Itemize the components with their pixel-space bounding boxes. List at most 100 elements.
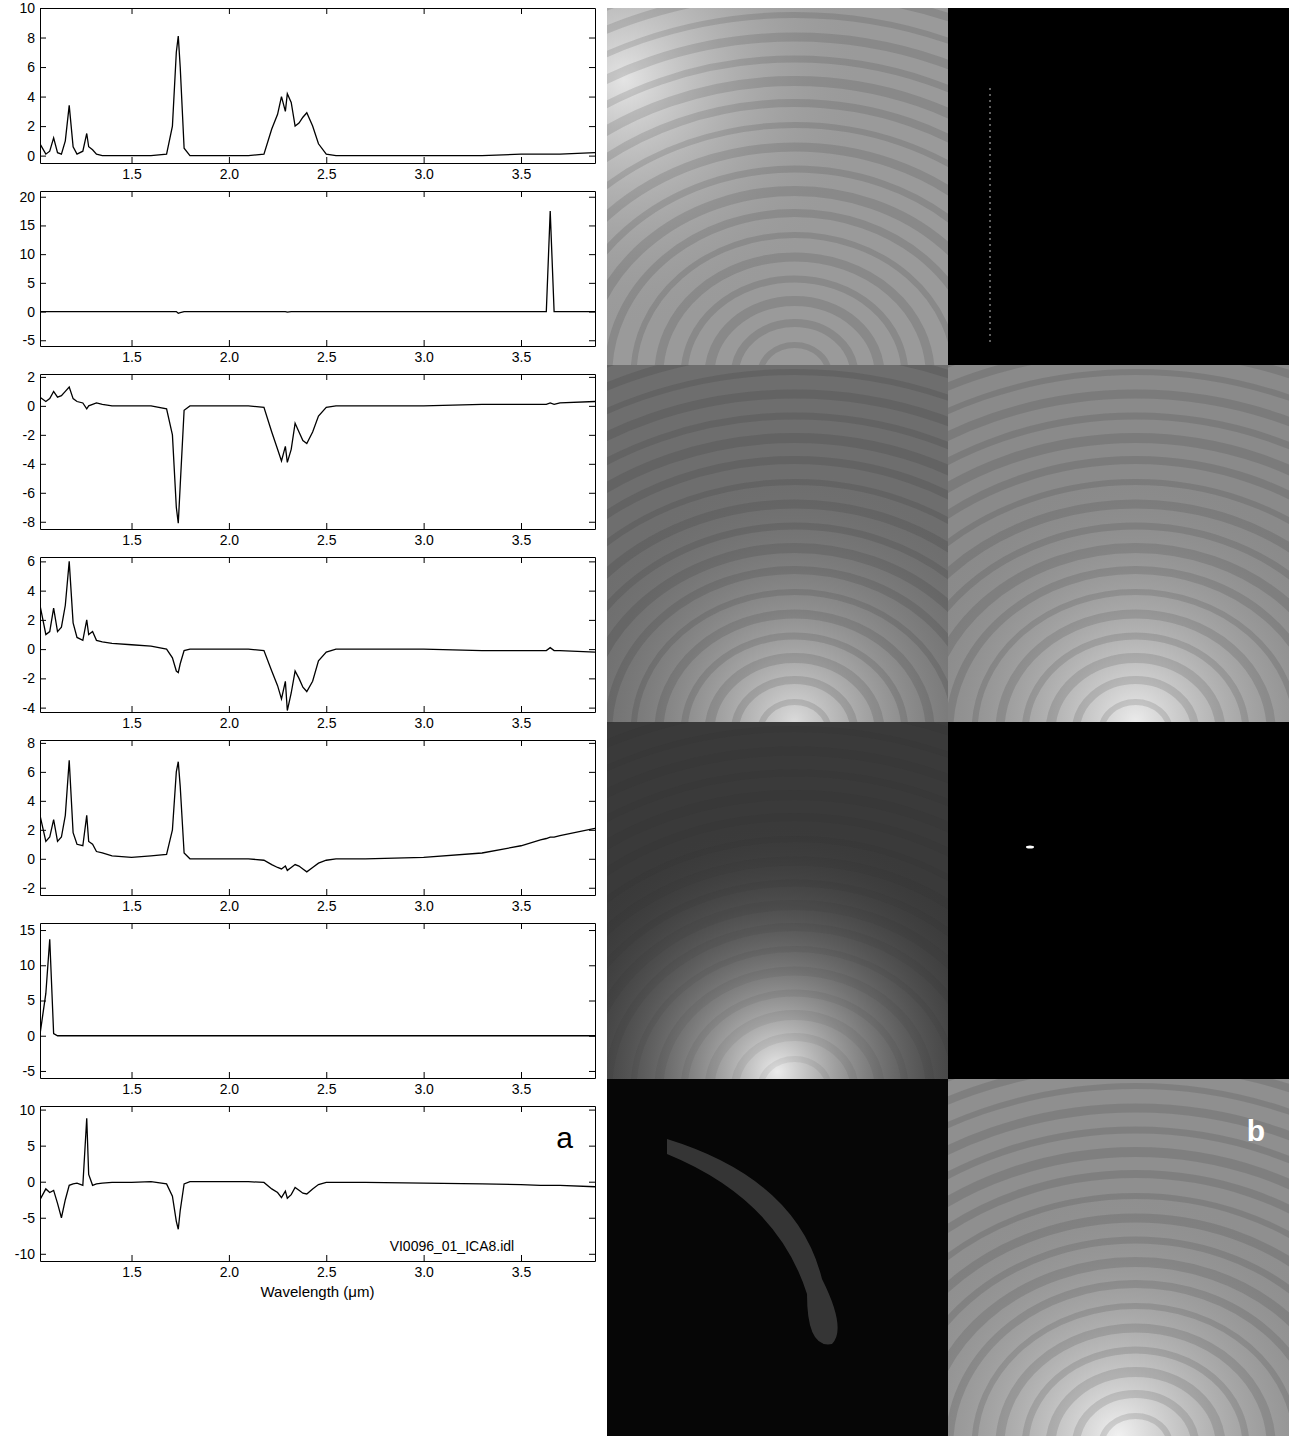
tick xyxy=(424,1106,425,1112)
image-background xyxy=(607,1079,948,1436)
tick-mark xyxy=(424,923,425,929)
spectrum-line xyxy=(40,1118,595,1229)
cloud-band xyxy=(607,460,948,722)
tick: 10 xyxy=(19,957,46,973)
tick xyxy=(589,377,595,378)
cloud-band xyxy=(948,365,1289,722)
cloud-band xyxy=(948,365,1289,722)
tick-label: 1.5 xyxy=(122,1081,142,1097)
tick-mark xyxy=(229,157,230,163)
cloud-band xyxy=(948,526,1289,722)
tick-label: 3.0 xyxy=(414,715,434,731)
tick-mark xyxy=(40,678,46,679)
tick: 2.0 xyxy=(220,706,240,731)
tick-label: 2.5 xyxy=(317,898,337,914)
tick-mark xyxy=(326,923,327,929)
tick-label: 8 xyxy=(27,30,35,46)
cloud-band xyxy=(709,301,879,365)
tick xyxy=(589,1218,595,1219)
tick xyxy=(589,197,595,198)
tick-label: 4 xyxy=(27,89,35,105)
detector-streak xyxy=(990,88,991,345)
tick-label: 1.5 xyxy=(122,166,142,182)
tick: 0 xyxy=(27,641,46,657)
tick-label: 5 xyxy=(27,1138,35,1154)
tick: 1.5 xyxy=(122,889,142,914)
tick-mark xyxy=(589,801,595,802)
tick-mark xyxy=(40,493,46,494)
tick-mark xyxy=(424,157,425,163)
cloud-band xyxy=(1101,1416,1170,1436)
x-axis-top xyxy=(41,557,596,563)
image-panel xyxy=(607,365,948,722)
tick xyxy=(229,557,230,563)
tick xyxy=(326,557,327,563)
tick-label: 3.0 xyxy=(414,166,434,182)
tick xyxy=(589,8,595,9)
tick-mark xyxy=(589,965,595,966)
image-panel xyxy=(948,365,1289,722)
tick-mark xyxy=(589,464,595,465)
tick xyxy=(589,1254,595,1255)
tick-mark xyxy=(589,743,595,744)
cloud-band xyxy=(607,365,948,722)
y-axis-right xyxy=(589,924,596,1079)
tick-label: 3.0 xyxy=(414,532,434,548)
cloud-band xyxy=(607,365,948,722)
tick-label: 3.5 xyxy=(512,532,532,548)
image-panel xyxy=(948,1079,1289,1436)
tick-mark xyxy=(40,591,46,592)
tick-label: 2.5 xyxy=(317,715,337,731)
tick: 1.5 xyxy=(122,523,142,548)
tick xyxy=(589,930,595,931)
annotation: VI0096_01_ICA8.idl xyxy=(390,1238,515,1254)
y-axis-right xyxy=(589,558,596,713)
cloud-band xyxy=(607,169,948,365)
tick-mark xyxy=(424,1255,425,1261)
tick: 4 xyxy=(27,583,46,599)
cloud-band xyxy=(948,1079,1289,1436)
tick-mark xyxy=(589,1218,595,1219)
axis-line xyxy=(41,923,596,924)
tick-mark xyxy=(589,620,595,621)
tick-label: 2.5 xyxy=(317,1264,337,1280)
cloud-band xyxy=(634,592,948,722)
tick-mark xyxy=(132,740,133,746)
plot-area xyxy=(40,1118,595,1229)
tick-mark xyxy=(229,740,230,746)
tick xyxy=(132,8,133,14)
tick: -2 xyxy=(23,427,46,443)
x-axis: 1.52.02.53.03.5 xyxy=(41,1072,596,1097)
tick xyxy=(589,678,595,679)
tick: 8 xyxy=(27,30,46,46)
tick-mark xyxy=(229,374,230,380)
y-axis: -202468 xyxy=(23,735,46,896)
cloud-band xyxy=(607,722,948,1079)
x-axis-top xyxy=(41,374,596,380)
tick-mark xyxy=(326,157,327,163)
plot-area xyxy=(40,36,595,156)
tick-mark xyxy=(589,888,595,889)
tick xyxy=(589,464,595,465)
tick-mark xyxy=(326,706,327,712)
tick-mark xyxy=(132,8,133,14)
tick xyxy=(589,340,595,341)
cloud-band xyxy=(607,37,948,365)
axis-line xyxy=(40,1107,41,1262)
tick-mark xyxy=(589,225,595,226)
cloud-band xyxy=(1050,658,1220,722)
tick-mark xyxy=(424,191,425,197)
cloud-band xyxy=(607,15,948,365)
tick-mark xyxy=(521,523,522,529)
axis-line xyxy=(41,1106,596,1107)
spectrum-line xyxy=(40,387,595,523)
cloud-band xyxy=(607,365,948,722)
tick: -10 xyxy=(15,1246,46,1262)
tick-mark xyxy=(40,126,46,127)
tick-mark xyxy=(40,1218,46,1219)
tick-label: 4 xyxy=(27,793,35,809)
tick-label: 2 xyxy=(27,118,35,134)
tick xyxy=(589,38,595,39)
y-axis: 0246810 xyxy=(19,0,46,164)
tick: 6 xyxy=(27,553,46,569)
